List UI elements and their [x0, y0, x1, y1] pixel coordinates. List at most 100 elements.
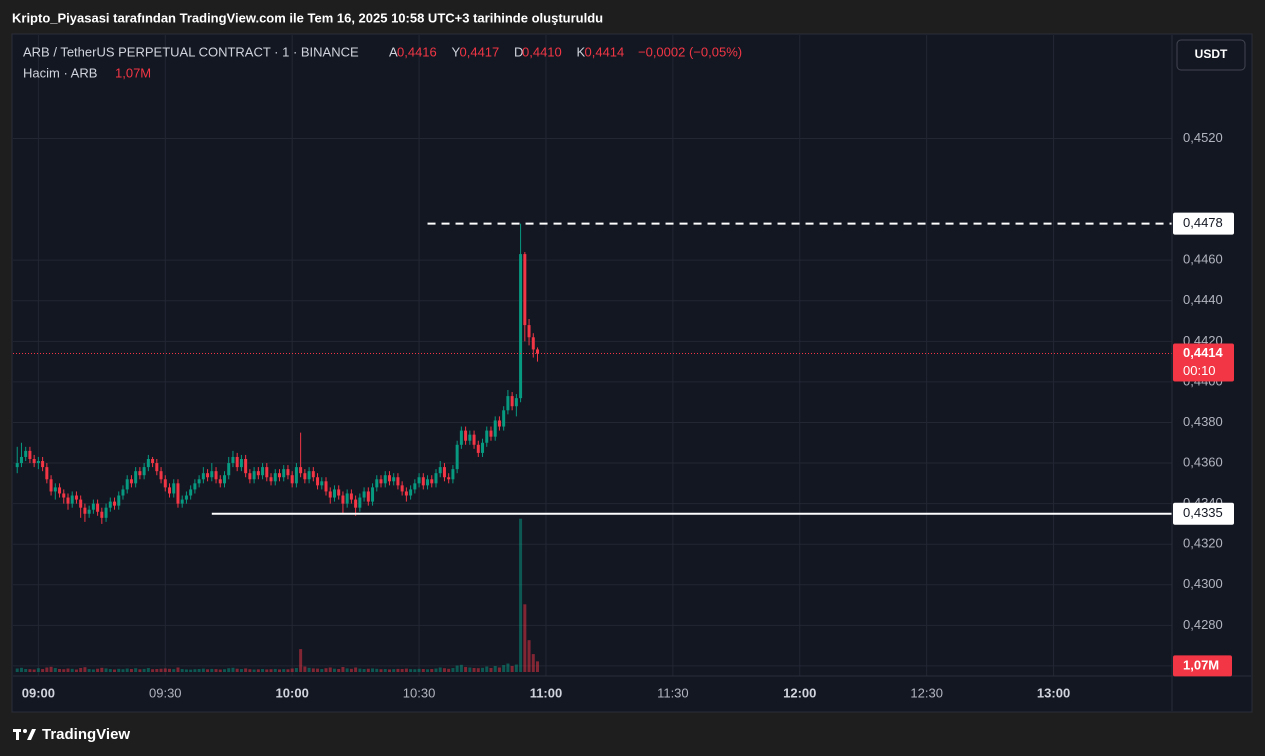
currency-button[interactable] — [1176, 39, 1246, 71]
candle-body — [235, 456, 239, 468]
x-tick-label: 09:00 — [22, 685, 55, 700]
volume-bar — [426, 669, 430, 672]
volume-bar — [489, 668, 493, 672]
candle-body — [468, 434, 472, 441]
volume-legend-value: 1,07M — [115, 65, 151, 80]
candle-body — [70, 495, 74, 504]
volume-bar — [455, 665, 459, 672]
chart-title: ARB / TetherUS PERPETUAL CONTRACT · 1 · … — [23, 44, 359, 59]
volume-bar — [438, 667, 442, 672]
volume-bar — [472, 668, 476, 672]
candle-body — [15, 463, 19, 468]
candle-body — [349, 493, 353, 500]
volume-bar — [371, 668, 375, 672]
y-tick-label: 0,4460 — [1183, 252, 1223, 267]
volume-bar — [481, 667, 485, 672]
volume-tag — [1173, 655, 1232, 677]
y-tick-label: 0,4300 — [1183, 576, 1223, 591]
candle-body — [493, 420, 497, 437]
volume-bar — [493, 666, 497, 672]
volume-bar — [476, 668, 480, 672]
volume-bar — [210, 668, 214, 672]
plot — [13, 222, 1172, 672]
candle-body — [96, 503, 100, 512]
candle-body — [45, 467, 49, 480]
candle-body — [375, 479, 379, 488]
candle-body — [79, 499, 83, 508]
candle-body — [366, 491, 370, 502]
candle-body — [324, 481, 328, 492]
volume-bar — [341, 667, 345, 672]
candle-body — [206, 473, 210, 478]
candle-body — [265, 467, 269, 478]
volume-bar — [311, 668, 315, 672]
volume-bar — [362, 669, 366, 672]
volume-bar — [523, 604, 527, 672]
candle-body — [383, 475, 387, 484]
last-price-label: 0,4414 — [1183, 345, 1224, 360]
candle-body — [113, 501, 117, 506]
candle-body — [502, 410, 506, 427]
caption: Kripto_Piyasasi tarafından TradingView.c… — [12, 10, 603, 25]
volume-bar — [354, 667, 358, 672]
grid — [13, 35, 1172, 676]
candle-body — [91, 503, 95, 510]
currency-button-label[interactable]: USDT — [1195, 47, 1228, 61]
candle-body — [163, 479, 167, 488]
price-tag-label: 0,4478 — [1183, 215, 1223, 230]
candle-body — [129, 479, 133, 484]
volume-bar — [514, 664, 518, 672]
ohlc-key: A — [389, 44, 398, 59]
legend: ARB / TetherUS PERPETUAL CONTRACT · 1 · … — [23, 44, 742, 80]
volume-bar — [459, 664, 463, 672]
volume-bar — [409, 669, 413, 672]
volume-bar — [172, 669, 176, 672]
volume-bar — [53, 668, 57, 672]
volume-bar — [536, 661, 540, 672]
volume-bar — [244, 668, 248, 672]
volume-bar — [485, 666, 489, 672]
volume-bar — [100, 667, 104, 672]
volume-bar — [366, 668, 370, 672]
candle-body — [481, 442, 485, 453]
volume-bar — [506, 663, 510, 672]
volume-bar — [151, 669, 155, 672]
candle-body — [438, 467, 442, 474]
volume-bar — [235, 668, 239, 672]
candle-body — [307, 471, 311, 480]
x-tick-label: 12:30 — [910, 685, 943, 700]
candle-body — [523, 254, 527, 326]
candle-body — [451, 469, 455, 480]
candle-body — [426, 479, 430, 486]
last-price-tag — [1173, 343, 1234, 382]
candle-body — [299, 467, 303, 474]
candle-body — [41, 461, 45, 468]
volume-bar — [41, 669, 45, 672]
x-tick-label: 11:00 — [530, 685, 563, 700]
x-tick-label: 12:00 — [783, 685, 816, 700]
candle-body — [231, 456, 235, 464]
candle-body — [117, 495, 121, 506]
candle-body — [345, 493, 349, 504]
volume-bar — [193, 669, 197, 672]
volume-bar — [214, 669, 218, 672]
candle-body — [536, 349, 540, 354]
candle-body — [104, 507, 108, 518]
candle-body — [62, 493, 66, 498]
candle-body — [379, 479, 383, 484]
volume-bar — [375, 668, 379, 672]
volume-bar — [36, 668, 40, 672]
candle-body — [273, 473, 277, 482]
candle-body — [19, 456, 23, 464]
x-tick-label: 11:30 — [657, 685, 689, 700]
candle-body — [193, 483, 197, 490]
candle-body — [218, 479, 222, 484]
candle-body — [396, 477, 400, 486]
candle-body — [464, 430, 468, 441]
volume-bar — [201, 668, 205, 672]
candle-body — [32, 458, 36, 464]
volume-bar — [273, 668, 277, 672]
candle-body — [248, 473, 252, 480]
candle-body — [244, 458, 248, 474]
volume-bar — [502, 665, 506, 672]
